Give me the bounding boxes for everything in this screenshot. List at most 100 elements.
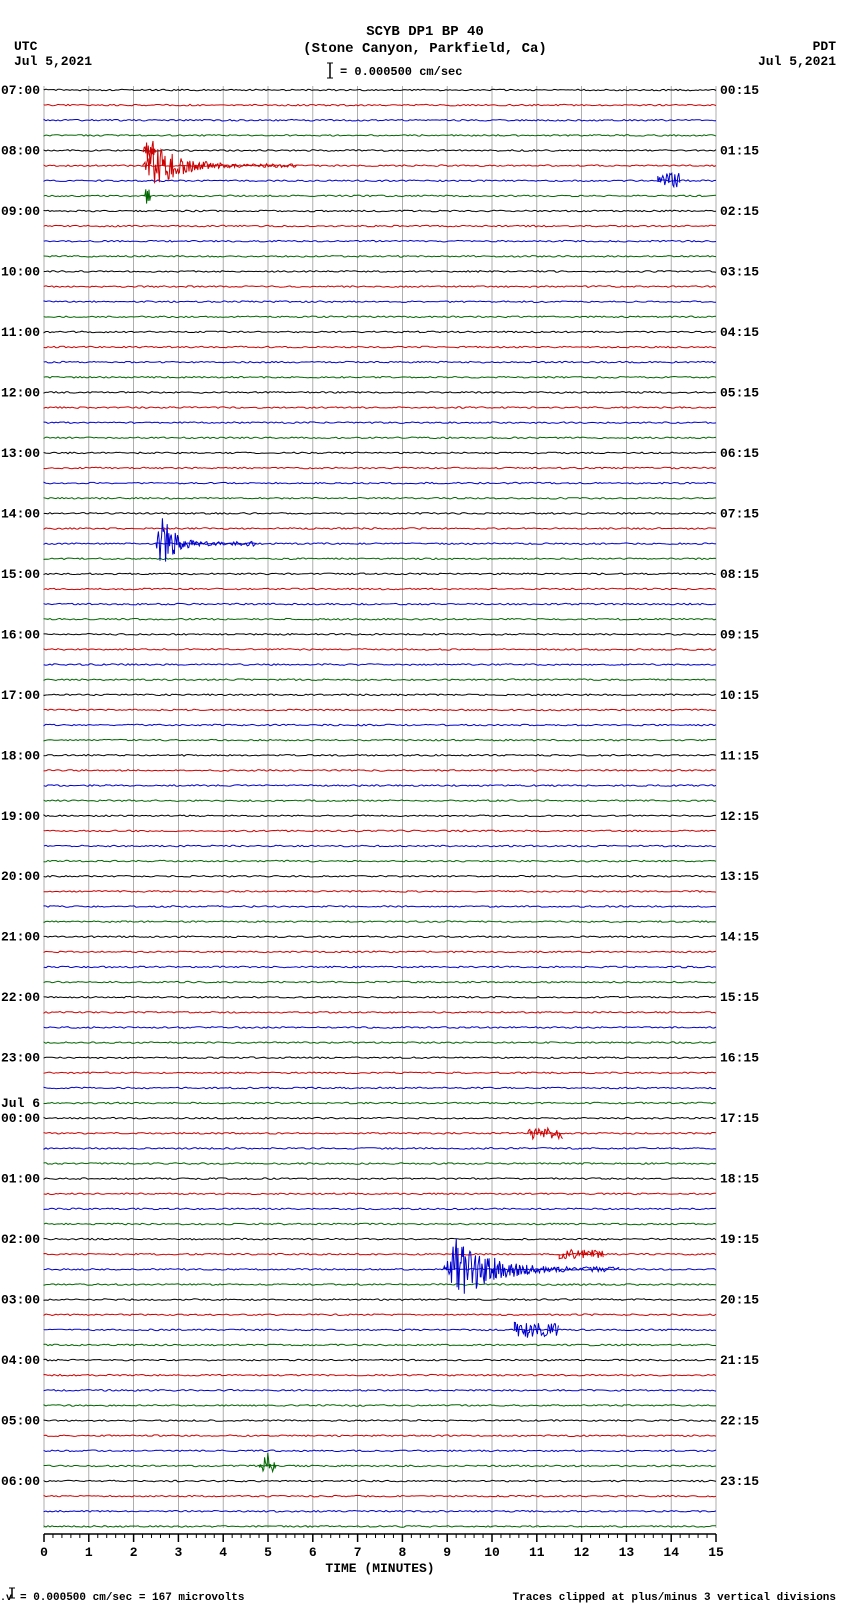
trace-line: [44, 1012, 716, 1014]
left-hour-label: 09:00: [1, 204, 40, 219]
left-hour-label: 11:00: [1, 325, 40, 340]
right-hour-label: 15:15: [720, 990, 759, 1005]
trace-line: [44, 1329, 716, 1331]
x-tick-label: 13: [619, 1545, 635, 1560]
trace-line: [44, 966, 716, 968]
right-hour-label: 20:15: [720, 1293, 759, 1308]
trace-line: [44, 1163, 716, 1165]
trace-line: [44, 407, 716, 409]
seismic-event: [156, 518, 256, 561]
title-line1: SCYB DP1 BP 40: [366, 24, 484, 40]
trace-line: [44, 361, 716, 363]
right-hour-label: 18:15: [720, 1172, 759, 1187]
trace-line: [44, 815, 716, 817]
right-hour-label: 19:15: [720, 1232, 759, 1247]
trace-line: [44, 1374, 716, 1376]
trace-line: [44, 467, 716, 469]
trace-line: [44, 800, 716, 802]
trace-line: [44, 694, 716, 696]
right-hour-label: 08:15: [720, 567, 759, 582]
left-hour-label: 18:00: [1, 748, 40, 763]
right-hour-label: 06:15: [720, 446, 759, 461]
trace-line: [44, 1344, 716, 1346]
trace-line: [44, 981, 716, 983]
right-hour-label: 00:15: [720, 83, 759, 98]
trace-line: [44, 860, 716, 862]
trace-line: [44, 1511, 716, 1513]
x-tick-label: 10: [484, 1545, 500, 1560]
trace-line: [44, 1465, 716, 1467]
trace-line: [44, 180, 716, 182]
trace-line: [44, 709, 716, 711]
trace-line: [44, 543, 716, 545]
trace-line: [44, 271, 716, 273]
x-axis-label: TIME (MINUTES): [325, 1561, 434, 1576]
trace-line: [44, 936, 716, 938]
seismic-event: [143, 189, 152, 203]
trace-line: [44, 875, 716, 877]
trace-line: [44, 256, 716, 258]
right-hour-label: 16:15: [720, 1051, 759, 1066]
x-tick-label: 6: [309, 1545, 317, 1560]
left-hour-label: 03:00: [1, 1293, 40, 1308]
trace-line: [44, 1102, 716, 1104]
right-hour-label: 02:15: [720, 204, 759, 219]
trace-line: [44, 785, 716, 787]
trace-line: [44, 739, 716, 741]
x-tick-label: 2: [130, 1545, 138, 1560]
left-hour-label: Jul 6: [1, 1096, 40, 1111]
trace-line: [44, 1284, 716, 1286]
right-hour-label: 11:15: [720, 748, 759, 763]
trace-line: [44, 89, 716, 91]
right-hour-label: 17:15: [720, 1111, 759, 1126]
right-hour-label: 05:15: [720, 385, 759, 400]
trace-line: [44, 331, 716, 333]
trace-line: [44, 1359, 716, 1361]
left-hour-label: 06:00: [1, 1474, 40, 1489]
trace-line: [44, 618, 716, 620]
trace-line: [44, 830, 716, 832]
left-hour-label: 20:00: [1, 869, 40, 884]
x-tick-label: 14: [663, 1545, 679, 1560]
x-tick-label: 8: [398, 1545, 406, 1560]
right-hour-label: 03:15: [720, 264, 759, 279]
x-tick-label: 3: [174, 1545, 182, 1560]
left-hour-label: 22:00: [1, 990, 40, 1005]
title-line2: (Stone Canyon, Parkfield, Ca): [303, 41, 547, 57]
right-hour-label: 01:15: [720, 143, 759, 158]
right-hour-label: 14:15: [720, 930, 759, 945]
trace-line: [44, 1495, 716, 1497]
trace-line: [44, 225, 716, 227]
left-hour-label: 15:00: [1, 567, 40, 582]
trace-line: [44, 528, 716, 530]
trace-line: [44, 1057, 716, 1059]
x-tick-label: 12: [574, 1545, 590, 1560]
left-hour-label: 01:00: [1, 1172, 40, 1187]
trace-line: [44, 513, 716, 515]
right-hour-label: 04:15: [720, 325, 759, 340]
x-tick-label: 9: [443, 1545, 451, 1560]
trace-line: [44, 558, 716, 560]
left-hour-label: 23:00: [1, 1051, 40, 1066]
trace-line: [44, 1117, 716, 1119]
tz-right: PDT: [813, 39, 837, 54]
trace-line: [44, 1042, 716, 1044]
trace-line: [44, 1405, 716, 1407]
trace-line: [44, 1193, 716, 1195]
trace-line: [44, 1178, 716, 1180]
trace-line: [44, 1450, 716, 1452]
trace-line: [44, 301, 716, 303]
trace-line: [44, 664, 716, 666]
trace-line: [44, 1253, 716, 1255]
left-hour-label: 05:00: [1, 1414, 40, 1429]
seismogram-svg: SCYB DP1 BP 40(Stone Canyon, Parkfield, …: [0, 0, 850, 1613]
trace-line: [44, 1208, 716, 1210]
left-hour-label: 10:00: [1, 264, 40, 279]
trace-line: [44, 845, 716, 847]
trace-line: [44, 104, 716, 106]
trace-line: [44, 1480, 716, 1482]
left-hour-label: 12:00: [1, 385, 40, 400]
x-tick-label: 1: [85, 1545, 93, 1560]
right-hour-label: 07:15: [720, 506, 759, 521]
trace-line: [44, 724, 716, 726]
